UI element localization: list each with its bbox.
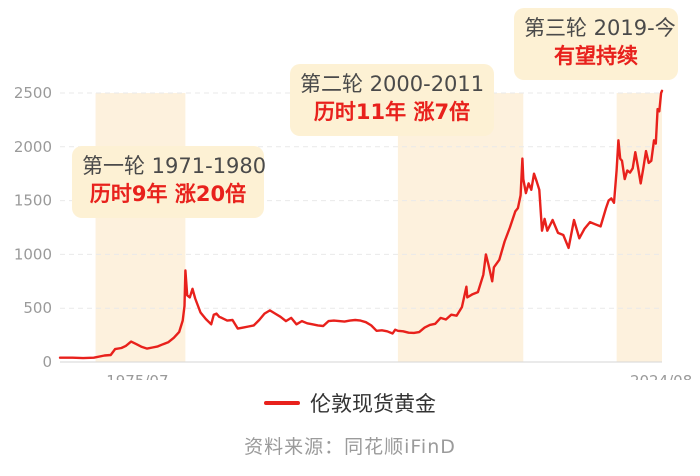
chart-legend: 伦敦现货黄金 xyxy=(0,388,700,418)
data-source: 资料来源：同花顺iFinD xyxy=(244,436,456,458)
y-tick-label: 1500 xyxy=(14,192,52,210)
y-tick-label: 2500 xyxy=(14,84,52,102)
annotation-round-2-title: 第二轮 2000-2011 xyxy=(300,72,485,96)
y-tick-label: 2000 xyxy=(14,138,52,156)
x-tick-label: 2024/08 xyxy=(630,372,692,380)
annotation-round-3-subtitle: 有望持续 xyxy=(554,44,638,68)
legend-label: 伦敦现货黄金 xyxy=(310,392,436,416)
y-axis: 0 500 1000 1500 2000 2500 xyxy=(14,84,52,371)
annotation-round-1-subtitle: 历时9年 涨20倍 xyxy=(89,182,247,206)
gold-price-line xyxy=(58,89,664,360)
annotation-round-1-title: 第一轮 1971-1980 xyxy=(82,154,267,178)
annotation-round-3-title: 第三轮 2019-今 xyxy=(524,16,676,40)
highlight-band-1 xyxy=(95,93,186,362)
annotation-round-2: 第二轮 2000-2011 历时11年 涨7倍 xyxy=(290,64,494,136)
y-tick-label: 0 xyxy=(42,353,52,371)
highlight-band-3 xyxy=(616,93,662,362)
annotation-round-3: 第三轮 2019-今 有望持续 xyxy=(514,8,678,80)
x-tick-label: 1975/07 xyxy=(106,372,168,380)
highlight-bands xyxy=(95,93,662,362)
y-tick-label: 500 xyxy=(23,299,52,317)
annotation-round-2-subtitle: 历时11年 涨7倍 xyxy=(313,100,471,124)
x-axis: 1975/07 2024/08 xyxy=(106,372,692,380)
y-tick-label: 1000 xyxy=(14,245,52,263)
annotation-round-1: 第一轮 1971-1980 历时9年 涨20倍 xyxy=(72,146,267,218)
legend-line-swatch xyxy=(264,401,300,405)
highlight-band-2 xyxy=(397,93,524,362)
